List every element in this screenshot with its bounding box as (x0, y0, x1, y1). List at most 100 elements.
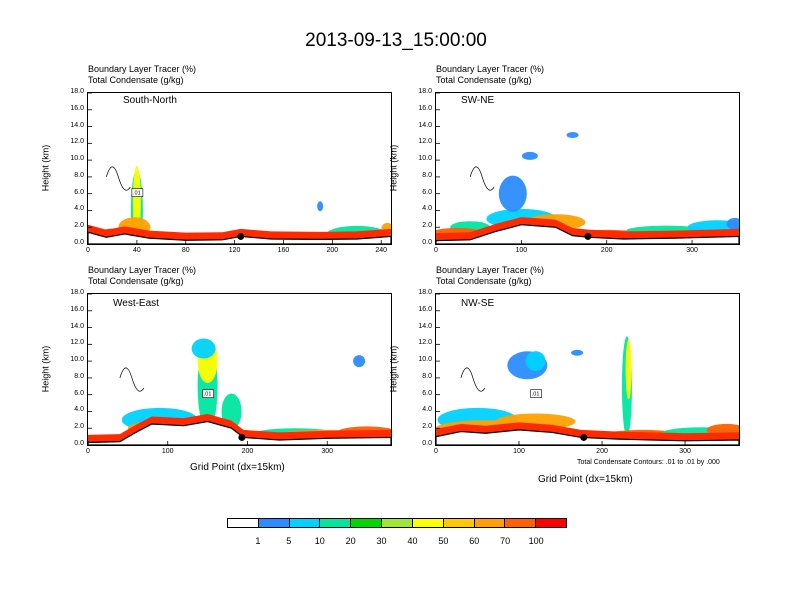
y-tick-label: 10.0 (418, 356, 432, 364)
tracer-shading-blob (353, 355, 366, 368)
y-axis-title: Height (km) (388, 144, 399, 192)
y-tick-label: 2.0 (74, 423, 84, 431)
y-tick-label: 0.0 (74, 239, 84, 246)
colorbar-label: 60 (469, 536, 480, 546)
panel-label: South-North (122, 95, 178, 106)
y-tick-label: 12.0 (418, 138, 432, 146)
x-tick-label: 200 (600, 247, 613, 254)
y-tick-label: 4.0 (74, 205, 84, 213)
y-tick-label: 14.0 (418, 322, 432, 330)
colorbar-label: 10 (314, 536, 325, 546)
panel-header-2: Boundary Layer Tracer (%) Total Condensat… (436, 64, 544, 86)
tracer-shading-blob (625, 339, 632, 400)
x-tick-label: 200 (326, 247, 339, 254)
tracer-shading-blob (525, 351, 546, 372)
y-tick-label: 10.0 (70, 155, 84, 163)
x-tick-label: 100 (515, 247, 528, 254)
tracer-shading-blob (521, 151, 538, 160)
panel-label: NW-SE (460, 298, 496, 309)
colorbar-segment (320, 519, 352, 527)
colorbar-label: 40 (407, 536, 418, 546)
tracer-shading-blob (317, 201, 324, 212)
x-tick-label: 200 (596, 448, 608, 455)
x-tick-label: 240 (375, 247, 388, 254)
contour-label: .01 (131, 188, 144, 197)
colorbar-segment (536, 519, 566, 527)
condensate-contour (460, 367, 486, 392)
panel-header-4: Boundary Layer Tracer (%) Total Condensat… (436, 265, 544, 287)
y-tick-label: 4.0 (422, 205, 432, 213)
contour-label: .01 (530, 389, 542, 398)
colorbar-segment (258, 519, 290, 527)
x-tick-label: 120 (228, 247, 241, 254)
y-tick-label: 0.0 (422, 239, 432, 246)
condensate-contour (469, 166, 495, 191)
y-tick-label: 6.0 (74, 188, 84, 196)
panel-label: West-East (112, 298, 160, 309)
colorbar (227, 518, 567, 528)
cross-section-plot: .01 (88, 294, 391, 445)
colorbar-label: 50 (438, 536, 449, 546)
location-marker (584, 232, 592, 240)
y-tick-label: 6.0 (74, 389, 84, 397)
y-tick-label: 16.0 (418, 305, 432, 313)
cross-section-panel: SW-NE (435, 92, 740, 245)
y-tick-label: 0.0 (74, 440, 84, 447)
header-line1: Boundary Layer Tracer (%) (88, 64, 197, 74)
colorbar-segment (412, 519, 444, 527)
y-tick-label: 10.0 (418, 155, 432, 163)
y-tick-label: 12.0 (418, 339, 432, 347)
cross-section-plot: .01 (88, 93, 391, 244)
svg-text:.01: .01 (204, 392, 212, 398)
header-line1: Boundary Layer Tracer (%) (436, 64, 545, 74)
boundary-layer-band (88, 224, 391, 241)
svg-text:.01: .01 (532, 392, 540, 398)
header-line1: Boundary Layer Tracer (%) (436, 265, 545, 275)
y-axis-title: Height (km) (40, 345, 51, 393)
y-tick-label: 14.0 (70, 322, 84, 330)
boundary-layer-band (88, 413, 391, 443)
y-tick-label: 8.0 (422, 372, 432, 380)
terrain-profile (436, 224, 739, 244)
tracer-shading-blob (498, 175, 527, 212)
terrain-profile (88, 420, 391, 445)
y-axis-title: Height (km) (388, 345, 399, 393)
y-tick-label: 10.0 (70, 356, 84, 364)
colorbar-segment (382, 519, 413, 527)
cross-section-plot (436, 93, 739, 244)
y-tick-label: 16.0 (418, 104, 432, 112)
y-tick-label: 18.0 (418, 88, 432, 95)
y-tick-label: 12.0 (70, 138, 84, 146)
y-tick-label: 8.0 (74, 372, 84, 380)
y-tick-label: 4.0 (422, 406, 432, 414)
header-line2: Total Condensate (g/kg) (88, 75, 184, 85)
figure-title: 2013-09-13_15:00:00 (305, 30, 487, 51)
x-tick-label: 0 (434, 448, 438, 455)
y-tick-label: 2.0 (74, 222, 84, 230)
y-tick-label: 14.0 (418, 121, 432, 129)
location-marker (580, 433, 588, 441)
panel-label: SW-NE (460, 95, 496, 106)
header-line2: Total Condensate (g/kg) (88, 276, 184, 286)
y-axis-title: Height (km) (40, 144, 51, 192)
x-tick-label: 200 (241, 448, 254, 455)
contour-label: .01 (202, 389, 214, 398)
condensate-contour (119, 367, 145, 392)
y-tick-label: 0.0 (422, 440, 432, 447)
x-axis-title: Grid Point (dx=15km) (190, 462, 285, 473)
location-marker (237, 232, 245, 240)
cross-section-panel: .01 West-East (87, 293, 392, 446)
y-tick-label: 18.0 (418, 289, 432, 296)
cross-section-panel: .01 South-North (87, 92, 392, 245)
x-tick-label: 100 (513, 448, 525, 455)
cross-section-plot: .01 (436, 294, 739, 445)
colorbar-segment (474, 519, 506, 527)
location-marker (238, 433, 246, 441)
y-tick-label: 16.0 (70, 104, 84, 112)
cross-section-panel: .01 NW-SE (435, 293, 740, 446)
x-tick-label: 160 (277, 247, 290, 254)
y-tick-label: 16.0 (70, 305, 84, 313)
colorbar-segment (351, 519, 383, 527)
boundary-layer-band (436, 422, 739, 441)
colorbar-label: 1 (255, 536, 261, 546)
